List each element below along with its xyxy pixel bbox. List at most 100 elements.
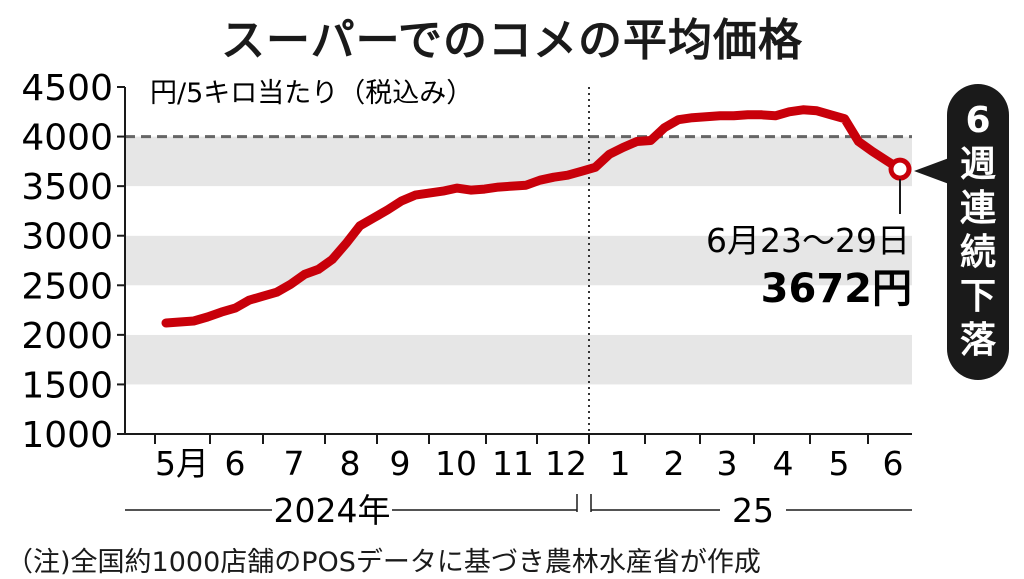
x-tick-label: 11 [492,444,534,483]
x-tick-label: 6 [883,444,904,483]
latest-data-point [888,157,912,181]
data-point [552,176,555,179]
data-point [815,109,818,112]
badge-char: 6 [965,100,990,141]
data-point [871,150,874,153]
data-point [608,153,611,156]
chart-title: スーパーでのコメの平均価格 [221,15,803,66]
data-point [635,140,638,143]
data-point [386,208,389,211]
grid-band [125,235,912,286]
data-point [718,114,721,117]
data-point [829,113,832,116]
data-point [178,320,181,323]
data-point [192,319,195,322]
data-point [691,116,694,119]
y-tick-label: 4000 [21,118,113,159]
annotation-value: 3672円 [761,266,912,312]
data-point [483,188,486,191]
x-tick-label: 5月 [155,444,209,483]
data-point [289,283,292,286]
year-row: 2024年 25 [125,491,912,530]
data-point [774,114,777,117]
data-point [345,242,348,245]
data-point [441,190,444,193]
x-tick-label: 12 [545,444,587,483]
data-point [788,110,791,113]
x-tick-label: 8 [340,444,361,483]
y-tick-label: 2500 [21,266,113,307]
data-point [885,159,888,162]
x-tick-label: 3 [717,444,738,483]
year-label-2025: 25 [732,491,774,530]
data-point [275,291,278,294]
data-point [206,316,209,319]
plot-background-bands [125,87,912,434]
series-line-average-price [161,105,905,328]
x-tick-label: 9 [390,444,411,483]
y-tick-label: 4500 [21,68,113,109]
data-point [843,117,846,120]
data-point [677,118,680,121]
data-point [663,126,666,129]
data-point [220,311,223,314]
y-axis-unit-label: 円/5キロ当たり（税込み） [150,78,473,109]
data-point [566,174,569,177]
series-layer [161,105,912,328]
series-points [165,108,912,324]
x-tick-label: 6 [225,444,246,483]
data-point [261,295,264,298]
grid-band [125,136,912,187]
data-point [331,258,334,261]
badge-pointer [914,158,949,184]
badge-char: 落 [960,320,997,361]
x-tick-label: 1 [610,444,631,483]
badge-char: 続 [960,232,996,273]
y-tick-label: 3000 [21,217,113,258]
data-point [400,200,403,203]
data-point [414,194,417,197]
data-point [580,170,583,173]
x-tick-label: 4 [773,444,794,483]
data-point [622,146,625,149]
data-point [705,115,708,118]
data-point [746,113,749,116]
data-point [317,268,320,271]
badge-background [947,84,1009,380]
data-point [428,192,431,195]
x-tick-label: 2 [664,444,685,483]
source-note: （注)全国約1000店舗のPOSデータに基づき農林水産省が作成 [6,547,761,578]
x-tick-label: 7 [284,444,305,483]
data-point [303,273,306,276]
x-tick-label: 5 [829,444,850,483]
data-point [732,114,735,117]
y-tick-label: 1500 [21,365,113,406]
data-point [511,185,514,188]
year-label-2024: 2024年 [274,491,391,530]
grid-band [125,334,912,385]
data-point [455,187,458,190]
data-point [497,186,500,189]
y-tick-label: 2000 [21,316,113,357]
data-point [165,321,167,324]
x-ticks: 5月 6 7 8 9 10 11 12 1 2 3 4 5 6 [154,434,904,483]
data-point [469,189,472,192]
data-point [525,184,528,187]
data-point [760,113,763,116]
badge-char: 週 [960,144,996,185]
data-point [857,140,860,143]
data-point [234,307,237,310]
x-tick-label: 10 [435,444,477,483]
data-point [649,139,652,142]
y-tick-label: 3500 [21,167,113,208]
data-point [802,108,805,111]
y-ticks: 1000 1500 2000 2500 3000 3500 4000 4500 [21,68,125,456]
axes [124,87,912,435]
annotation-date: 6月23～29日 [706,221,910,260]
data-point [248,299,251,302]
grid-band [125,384,912,434]
data-point [358,224,361,227]
